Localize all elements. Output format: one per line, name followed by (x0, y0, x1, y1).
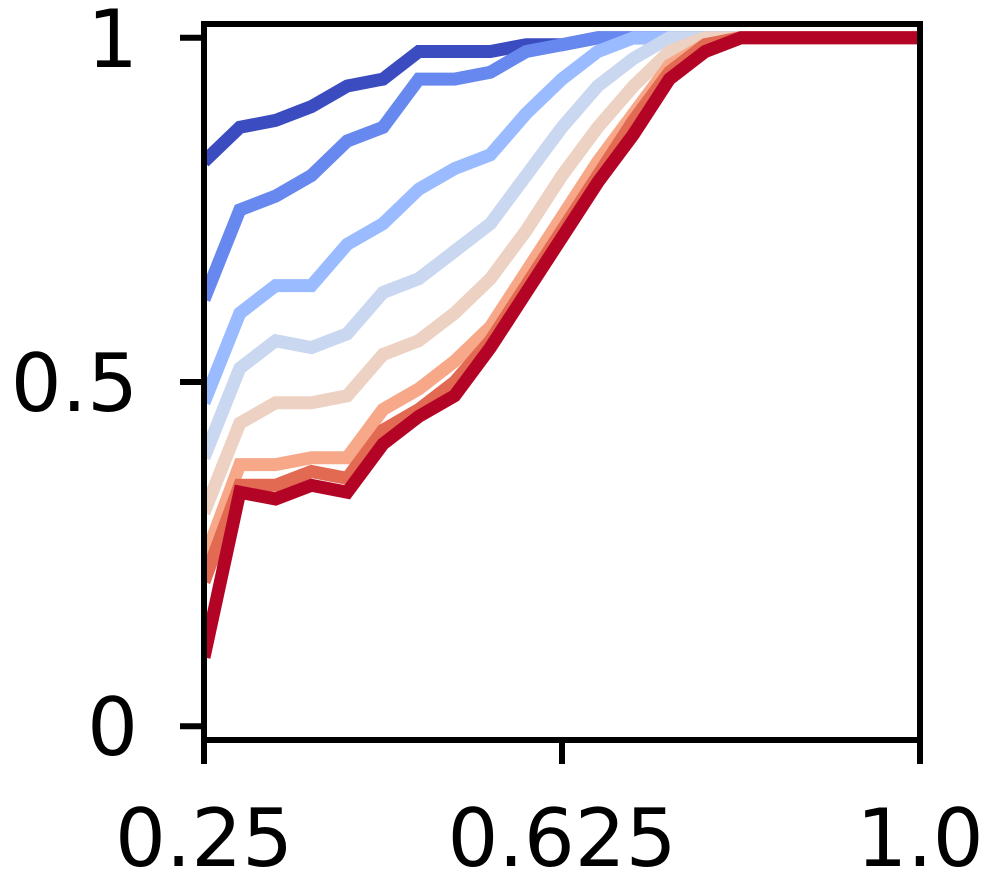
x-tick-label: 1.0 (856, 792, 983, 885)
y-tick-label: 0 (87, 681, 138, 774)
series-layer (204, 31, 920, 659)
y-axis: 00.51 (11, 0, 204, 774)
x-tick-label: 0.25 (115, 792, 293, 885)
series-line-8 (204, 31, 920, 659)
series-line-1 (204, 31, 920, 167)
x-axis: 0.25 0.625 1.0 (115, 740, 984, 885)
y-tick-label: 0.5 (11, 337, 138, 430)
x-tick-label: 0.625 (447, 792, 676, 885)
y-tick-label: 1 (87, 0, 138, 86)
